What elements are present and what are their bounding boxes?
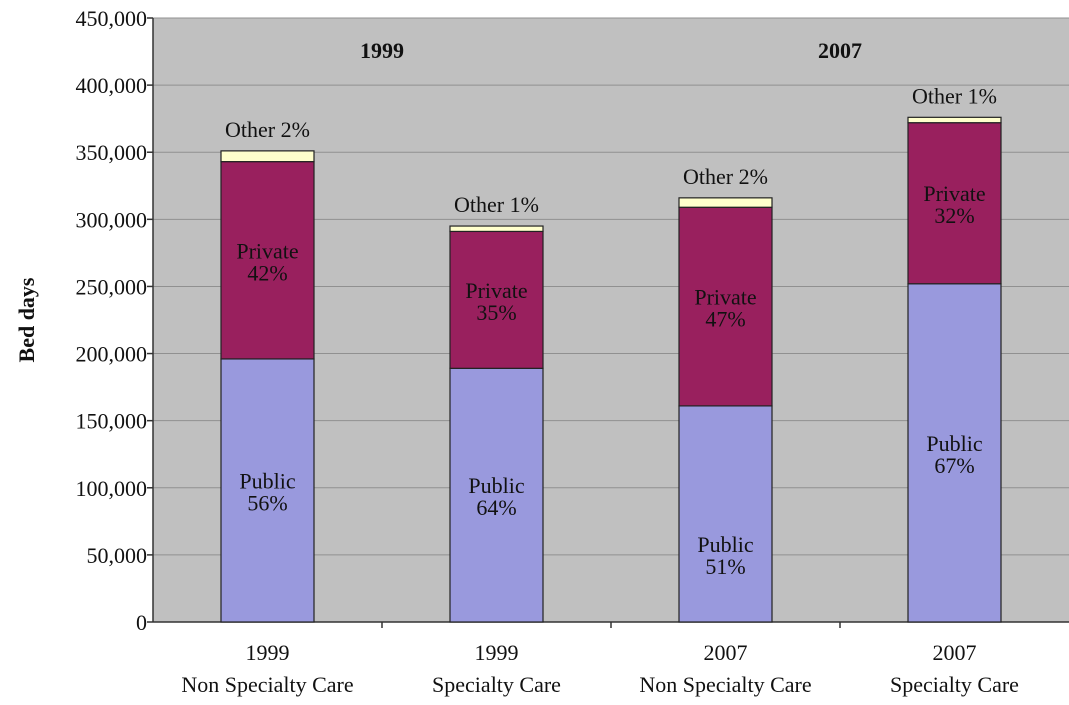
- segment-pct-private: 42%: [247, 260, 287, 285]
- bar-segment-other: [449, 225, 544, 233]
- y-tick-label: 350,000: [76, 140, 148, 165]
- y-tick-label: 400,000: [76, 73, 148, 98]
- x-category-name: Non Specialty Care: [639, 672, 811, 697]
- segment-label-public: Public: [468, 473, 524, 498]
- y-axis-label: Bed days: [14, 277, 39, 362]
- segment-label-public: Public: [697, 532, 753, 557]
- x-category-year: 2007: [933, 640, 977, 665]
- other-label-name: Other: [683, 164, 734, 189]
- segment-label-private: Private: [694, 285, 756, 310]
- x-category-name: Specialty Care: [432, 672, 561, 697]
- segment-label-public: Public: [926, 431, 982, 456]
- other-label: Other 1%: [912, 83, 997, 108]
- segment-pct-public: 51%: [705, 554, 745, 579]
- y-tick-label: 150,000: [76, 409, 148, 434]
- group-year-label: 1999: [360, 38, 404, 63]
- segment-label-private: Private: [923, 181, 985, 206]
- other-label-name: Other: [225, 117, 276, 142]
- y-tick-label: 200,000: [76, 342, 148, 367]
- segment-label-private: Private: [465, 278, 527, 303]
- other-label: Other 1%: [454, 192, 539, 217]
- other-label-pct: 1%: [510, 192, 539, 217]
- bar-segment-private: [678, 206, 773, 407]
- bar-segment-other: [220, 150, 315, 163]
- segment-pct-public: 67%: [934, 453, 974, 478]
- other-label-name: Other: [912, 83, 963, 108]
- other-label-name: Other: [454, 192, 505, 217]
- x-category-name: Non Specialty Care: [181, 672, 353, 697]
- x-category-year: 1999: [246, 640, 290, 665]
- x-category-year: 1999: [475, 640, 519, 665]
- x-category-year: 2007: [704, 640, 748, 665]
- y-tick-label: 300,000: [76, 207, 148, 232]
- bar-segment-public: [907, 283, 1002, 623]
- y-tick-label: 100,000: [76, 476, 148, 501]
- bar-segment-private: [907, 122, 1002, 285]
- y-tick-label: 0: [136, 610, 147, 635]
- other-label-pct: 1%: [968, 83, 997, 108]
- bar-segment-other: [907, 116, 1002, 124]
- segment-label-private: Private: [236, 238, 298, 263]
- segment-pct-private: 35%: [476, 300, 516, 325]
- bar-segment-public: [220, 358, 315, 623]
- bar-segment-other: [678, 197, 773, 208]
- x-category-name: Specialty Care: [890, 672, 1019, 697]
- other-label: Other 2%: [225, 117, 310, 142]
- other-label: Other 2%: [683, 164, 768, 189]
- other-label-pct: 2%: [281, 117, 310, 142]
- bar-segment-private: [220, 161, 315, 360]
- segment-pct-public: 64%: [476, 495, 516, 520]
- other-label-pct: 2%: [739, 164, 768, 189]
- y-tick-label: 450,000: [76, 6, 148, 31]
- bar-segment-public: [449, 367, 544, 623]
- segment-label-public: Public: [239, 468, 295, 493]
- segment-pct-private: 47%: [705, 307, 745, 332]
- bar-segment-public: [678, 405, 773, 623]
- segment-pct-public: 56%: [247, 490, 287, 515]
- bar-segment-private: [449, 230, 544, 369]
- group-year-label: 2007: [818, 38, 862, 63]
- y-tick-label: 50,000: [87, 543, 148, 568]
- segment-pct-private: 32%: [934, 203, 974, 228]
- y-tick-label: 250,000: [76, 274, 148, 299]
